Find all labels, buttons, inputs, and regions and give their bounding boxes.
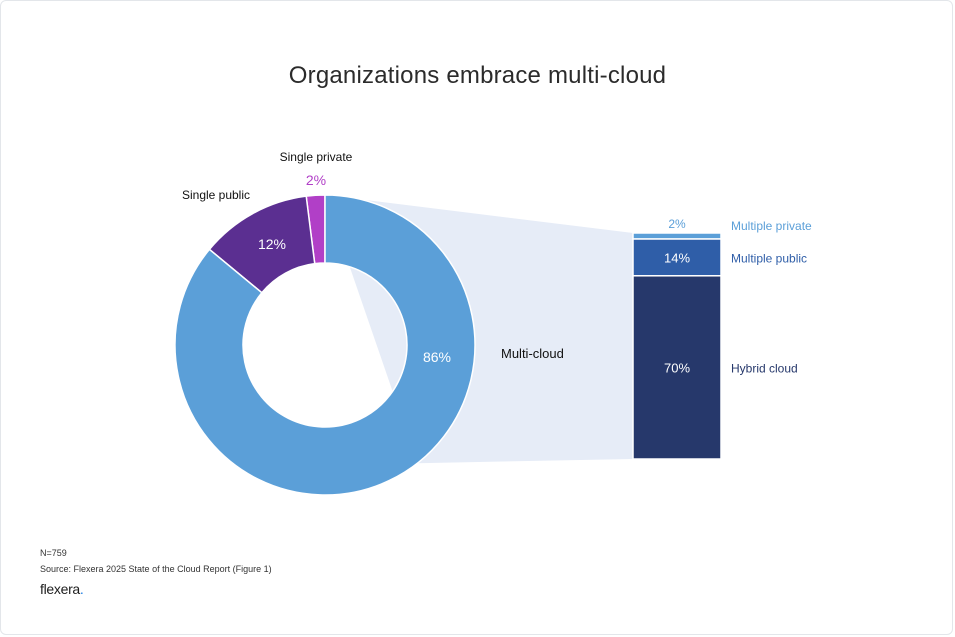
segment-hybrid-cloud xyxy=(632,275,722,460)
value-multiple-public: 14% xyxy=(664,250,690,265)
slice-multi-cloud xyxy=(174,194,476,496)
label-multiple-private: Multiple private xyxy=(731,219,812,233)
value-single-public: 12% xyxy=(258,236,286,252)
label-multi-cloud: Multi-cloud xyxy=(501,346,564,361)
value-hybrid-cloud: 70% xyxy=(664,360,690,375)
flexera-logo: flexera. xyxy=(40,581,84,597)
label-hybrid-cloud: Hybrid cloud xyxy=(731,361,798,375)
sample-size: N=759 xyxy=(40,548,67,558)
slice-single-public xyxy=(208,195,316,294)
stacked-bar xyxy=(632,232,722,460)
donut-chart xyxy=(174,194,476,496)
label-single-private: Single private xyxy=(280,150,353,164)
value-multiple-private: 2% xyxy=(668,217,686,231)
value-multi-cloud: 86% xyxy=(423,349,451,365)
segment-multiple-public xyxy=(632,238,722,277)
stacked-bar-labels: 2% Multiple private 14% Multiple public 70% H… xyxy=(664,217,812,375)
label-single-public: Single public xyxy=(182,188,250,202)
donut-labels: Single private 2% Single public 12% 86% Multi… xyxy=(182,150,564,365)
source-note: Source: Flexera 2025 State of the Cloud … xyxy=(40,564,272,574)
logo-text: flexera xyxy=(40,581,80,597)
segment-multiple-private xyxy=(632,232,722,240)
label-multiple-public: Multiple public xyxy=(731,251,807,265)
chart-title: Organizations embrace multi-cloud xyxy=(288,62,667,89)
value-single-private: 2% xyxy=(306,172,326,188)
